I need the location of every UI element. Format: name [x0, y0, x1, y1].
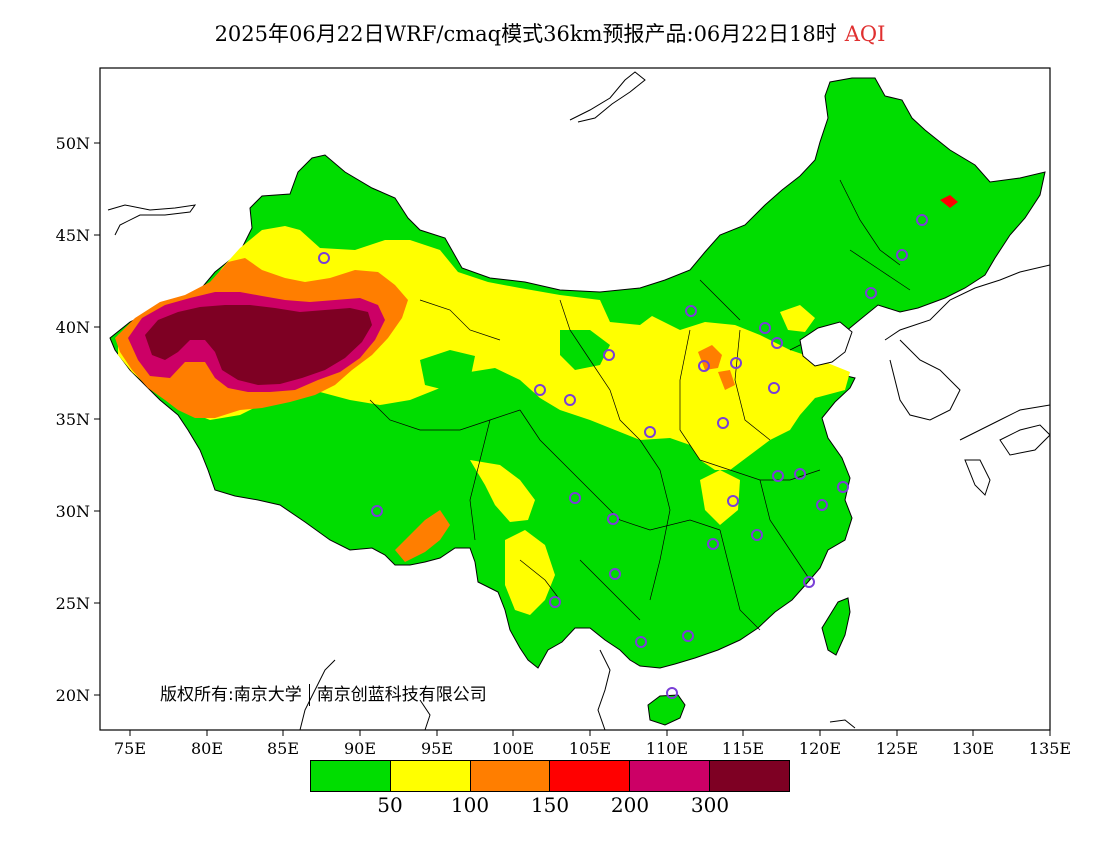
station-marker: [837, 481, 849, 493]
station-marker: [865, 287, 877, 299]
station-marker: [727, 495, 739, 507]
x-tick-label: 135E: [1029, 739, 1071, 758]
copyright-divider: [308, 684, 310, 706]
bohai-bay: [799, 321, 853, 367]
spot-sensitive-shanxi: [698, 345, 722, 370]
station-marker: [794, 468, 806, 480]
y-tick-label: 50N: [56, 134, 90, 153]
station-marker: [730, 357, 742, 369]
legend-swatch: [550, 761, 631, 791]
x-tick-label: 105E: [569, 739, 611, 758]
station-marker: [609, 568, 621, 580]
station-marker: [666, 687, 678, 699]
spot-sensitive-tibet: [395, 510, 450, 562]
map-title: 2025年06月22日WRF/cmaq模式36km预报产品:06月22日18时 A…: [0, 18, 1100, 48]
region-taiwan: [821, 597, 851, 656]
station-marker: [759, 322, 771, 334]
station-marker: [569, 492, 581, 504]
station-marker: [603, 349, 615, 361]
station-markers: [318, 214, 928, 699]
station-marker: [896, 249, 908, 261]
x-tick-label: 115E: [722, 739, 764, 758]
x-tick-label: 100E: [492, 739, 534, 758]
station-marker: [682, 630, 694, 642]
x-tick-label: 80E: [191, 739, 223, 758]
station-marker: [707, 538, 719, 550]
map-layers: [107, 71, 1050, 730]
legend-swatch: [311, 761, 391, 791]
x-tick-label: 95E: [421, 739, 453, 758]
patch-good-qinghai: [420, 350, 475, 390]
y-tick-label: 20N: [56, 686, 90, 705]
station-marker: [768, 382, 780, 394]
legend-swatch: [470, 761, 551, 791]
plot-border: [99, 67, 1051, 731]
title-variable: AQI: [844, 22, 886, 46]
patch-moderate-central: [700, 470, 740, 525]
x-tick-label: 130E: [952, 739, 994, 758]
title-main: 2025年06月22日WRF/cmaq模式36km预报产品:06月22日18时: [214, 22, 837, 46]
station-marker: [644, 426, 656, 438]
station-marker: [916, 214, 928, 226]
legend-label: 150: [530, 793, 570, 817]
y-tick-label: 45N: [56, 226, 90, 245]
legend-label: 50: [377, 793, 403, 817]
station-marker: [564, 394, 576, 406]
y-tick-label: 25N: [56, 594, 90, 613]
x-tick-label: 85E: [267, 739, 299, 758]
patch-moderate-hebei: [780, 305, 815, 332]
x-tick-label: 75E: [114, 739, 146, 758]
legend-swatch: [630, 761, 711, 791]
station-marker: [607, 513, 619, 525]
color-legend: [310, 760, 790, 792]
x-tick-label: 110E: [646, 739, 688, 758]
station-marker: [772, 470, 784, 482]
x-tick-label: 120E: [799, 739, 841, 758]
patch-good-inner: [600, 298, 660, 325]
patch-good-gansu: [560, 330, 610, 370]
legend-label: 100: [450, 793, 490, 817]
copyright-notice: 版权所有:南京大学 南京创蓝科技有限公司: [160, 680, 487, 706]
station-marker: [371, 505, 383, 517]
spot-unhealthy-heilongjiang: [940, 195, 958, 208]
legend-label: 300: [690, 793, 730, 817]
station-marker: [685, 305, 697, 317]
station-marker: [771, 337, 783, 349]
y-axis-labels: 50N 45N 40N 35N 30N 25N 20N: [56, 134, 90, 705]
region-hainan: [647, 694, 686, 726]
station-marker: [635, 636, 647, 648]
copyright-university: 版权所有:南京大学: [160, 685, 302, 705]
station-marker: [803, 576, 815, 588]
legend-swatch: [390, 761, 471, 791]
region-hazardous-tarim: [145, 305, 372, 385]
tick-marks: [94, 142, 1051, 736]
legend-swatch: [710, 761, 789, 791]
station-marker: [717, 417, 729, 429]
station-marker: [534, 384, 546, 396]
neighbor-coastlines: [107, 71, 1050, 730]
station-marker: [549, 596, 561, 608]
patch-moderate-sichuan: [470, 460, 535, 522]
station-marker: [751, 529, 763, 541]
y-tick-label: 35N: [56, 410, 90, 429]
copyright-company: 南京创蓝科技有限公司: [316, 685, 487, 705]
x-tick-label: 125E: [876, 739, 918, 758]
station-marker: [318, 252, 330, 264]
spot-sensitive-henan: [718, 370, 735, 390]
legend-labels: 50 100 150 200 300: [310, 793, 790, 819]
station-marker: [698, 360, 710, 372]
x-axis-labels: 75E 80E 85E 90E 95E 100E 105E 110E 115E …: [114, 739, 1071, 758]
station-marker: [816, 499, 828, 511]
patch-moderate-yunnan: [505, 530, 555, 615]
legend-label: 200: [610, 793, 650, 817]
province-borders: [369, 179, 911, 631]
y-tick-label: 40N: [56, 318, 90, 337]
y-tick-label: 30N: [56, 502, 90, 521]
x-tick-label: 90E: [344, 739, 376, 758]
